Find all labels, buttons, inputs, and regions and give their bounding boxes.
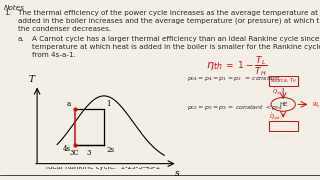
Text: 1: 1 xyxy=(106,100,110,108)
Text: 4s: 4s xyxy=(63,145,71,153)
Text: A Carnot cycle has a larger thermal efficiency than an ideal Rankine cycle since: A Carnot cycle has a larger thermal effi… xyxy=(32,36,320,58)
Text: T: T xyxy=(29,75,35,84)
Text: $\eta_{th}$: $\eta_{th}$ xyxy=(206,60,223,72)
Text: a.: a. xyxy=(18,36,24,42)
Text: HE: HE xyxy=(279,102,287,107)
Text: s: s xyxy=(175,169,180,178)
Text: source, $T_H$: source, $T_H$ xyxy=(270,76,297,85)
Text: 2s: 2s xyxy=(106,146,114,154)
Text: $\dot{W}_{net}$: $\dot{W}_{net}$ xyxy=(312,99,320,110)
Text: 1.: 1. xyxy=(4,10,11,16)
Text: 3: 3 xyxy=(86,149,91,157)
Text: 3C: 3C xyxy=(69,149,79,157)
Text: The thermal efficiency of the power cycle increases as the average temperature a: The thermal efficiency of the power cycl… xyxy=(18,10,320,32)
Text: Ideal Rankine cycle:  1-2s-3-4s-1: Ideal Rankine cycle: 1-2s-3-4s-1 xyxy=(46,164,161,170)
Text: $p_{04} = p_4 = p_1 = p_2$  = constant: $p_{04} = p_4 = p_1 = p_2$ = constant xyxy=(187,74,281,83)
Text: $p_{02} = p_2 = p_3$ = constant $< p_{04}$: $p_{02} = p_2 = p_3$ = constant $< p_{04… xyxy=(187,103,283,112)
Text: $= \ 1 - \dfrac{T_L}{T_H}$: $= \ 1 - \dfrac{T_L}{T_H}$ xyxy=(224,54,267,78)
Text: Notes: Notes xyxy=(4,4,25,10)
Text: Carnot cycle:  1-2s-3C-a: Carnot cycle: 1-2s-3C-a xyxy=(46,157,131,163)
Text: $\dot{Q}_{in}$: $\dot{Q}_{in}$ xyxy=(272,87,282,97)
Text: a: a xyxy=(67,100,71,108)
Text: $\dot{Q}_{out}$: $\dot{Q}_{out}$ xyxy=(269,111,282,122)
